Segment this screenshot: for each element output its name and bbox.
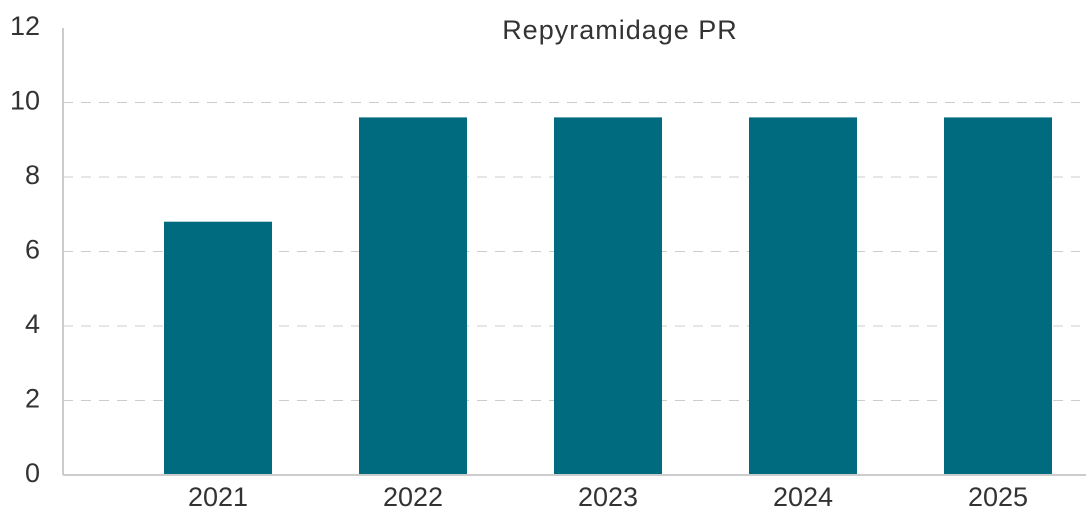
- x-tick-label: 2021: [188, 482, 248, 512]
- y-tick-label: 2: [25, 384, 40, 414]
- x-tick-label: 2024: [773, 482, 833, 512]
- y-tick-label: 12: [10, 11, 40, 41]
- chart-title: Repyramidage PR: [502, 15, 738, 45]
- bar: [554, 117, 662, 476]
- x-tick-label: 2022: [383, 482, 443, 512]
- x-tick-label: 2023: [578, 482, 638, 512]
- bar: [359, 117, 467, 476]
- y-tick-label: 4: [25, 309, 40, 339]
- bar: [164, 221, 272, 475]
- y-tick-label: 8: [25, 160, 40, 190]
- x-tick-label: 2025: [968, 482, 1028, 512]
- y-tick-label: 10: [10, 86, 40, 116]
- bar: [944, 117, 1052, 476]
- y-tick-label: 0: [25, 458, 40, 488]
- bar: [749, 117, 857, 476]
- y-tick-label: 6: [25, 235, 40, 265]
